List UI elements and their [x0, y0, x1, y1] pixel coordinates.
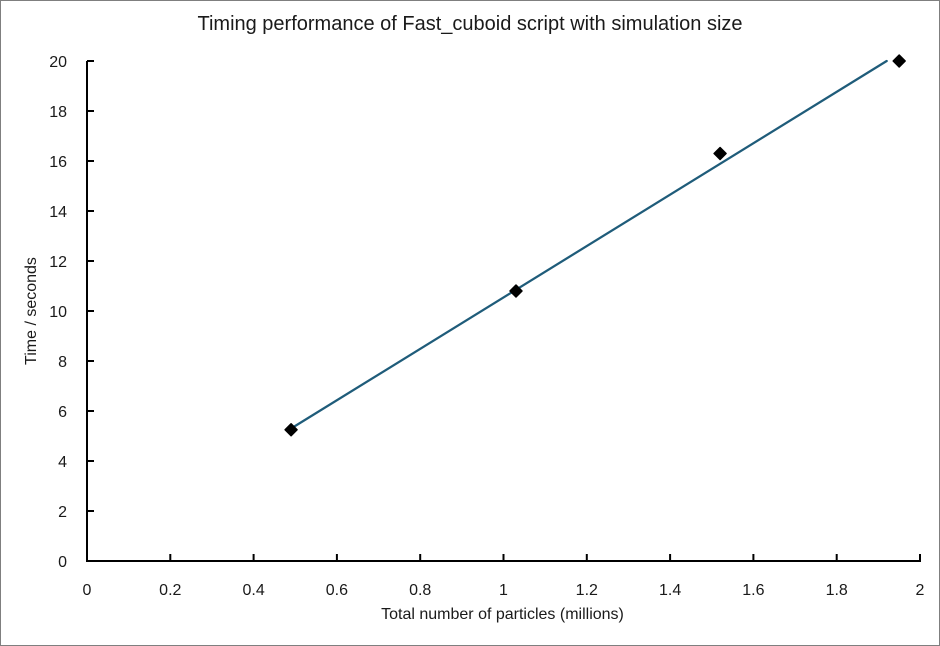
- x-tick-label: 1.6: [742, 582, 764, 599]
- y-tick-label: 10: [49, 304, 67, 321]
- y-tick-label: 12: [49, 254, 67, 271]
- y-tick-label: 18: [49, 104, 67, 121]
- data-point: [892, 54, 906, 68]
- y-tick-label: 0: [58, 554, 67, 571]
- x-tick-label: 0.6: [326, 582, 348, 599]
- y-tick-label: 8: [58, 354, 67, 371]
- axes: 0 0.2 0.4 0.6 0.8 1 1.2 1.4 1.6 1.8 20246810121416…: [49, 54, 924, 599]
- data-point: [713, 146, 727, 161]
- x-tick-label: 1: [499, 582, 508, 599]
- x-tick-label: 0: [83, 582, 92, 599]
- x-tick-label: 1.2: [576, 582, 598, 599]
- y-tick-label: 16: [49, 154, 67, 171]
- y-tick-label: 4: [58, 454, 67, 471]
- x-tick-label: 0.2: [159, 582, 181, 599]
- x-tick-label: 0.8: [409, 582, 431, 599]
- x-tick-label: 2: [916, 582, 925, 599]
- y-tick-label: 14: [49, 204, 67, 221]
- data-point: [509, 284, 523, 298]
- y-tick-label: 2: [58, 504, 67, 521]
- trendline-layer: [289, 59, 888, 430]
- x-tick-label: 1.4: [659, 582, 681, 599]
- data-points-layer: [284, 54, 906, 437]
- x-tick-label: 1.8: [826, 582, 848, 599]
- data-point: [284, 423, 298, 437]
- chart-title: Timing performance of Fast_cuboid script…: [197, 13, 743, 35]
- x-tick-label: 0.4: [242, 582, 264, 599]
- y-tick-label: 6: [58, 404, 67, 421]
- y-tick-label: 20: [49, 54, 67, 71]
- trendline: [289, 59, 888, 430]
- x-axis-label: Total number of particles (millions): [381, 606, 624, 623]
